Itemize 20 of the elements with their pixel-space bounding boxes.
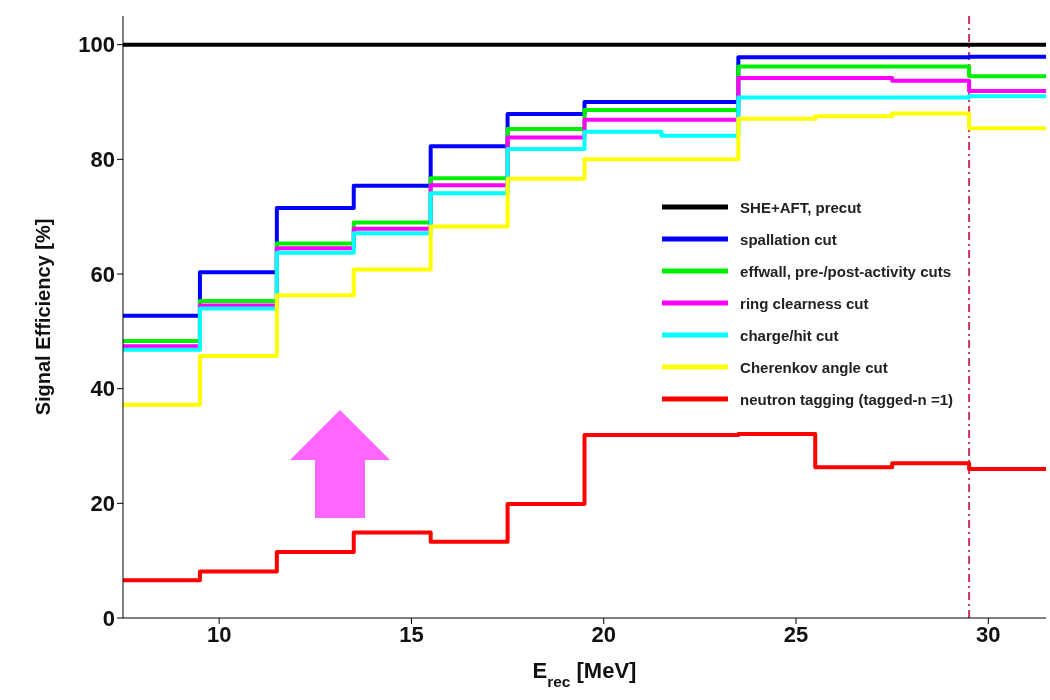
legend-label: neutron tagging (tagged-n =1) [740, 390, 953, 408]
legend-label: spallation cut [740, 230, 837, 248]
legend-label: SHE+AFT, precut [740, 198, 862, 216]
x-tick-label: 20 [591, 621, 616, 647]
y-tick-label: 100 [78, 32, 115, 58]
x-tick-label: 10 [206, 621, 232, 647]
legend-label: ring clearness cut [740, 294, 869, 312]
y-tick-label: 40 [90, 376, 115, 402]
legend-label: Cherenkov angle cut [740, 358, 888, 376]
y-tick-label: 80 [90, 147, 115, 173]
x-tick-label: 25 [783, 621, 809, 647]
y-tick-label: 60 [90, 261, 115, 287]
legend-label: effwall, pre-/post-activity cuts [740, 262, 951, 280]
y-tick-label: 0 [102, 605, 115, 631]
y-tick-label: 20 [90, 491, 115, 517]
x-tick-label: 30 [976, 621, 1001, 647]
x-axis-title: E$_{rec}$ [MeV] [532, 658, 637, 690]
x-tick-label: 15 [399, 621, 424, 647]
y-axis-title: Signal Efficiency [%] [32, 218, 54, 416]
legend-label: charge/hit cut [740, 326, 839, 344]
